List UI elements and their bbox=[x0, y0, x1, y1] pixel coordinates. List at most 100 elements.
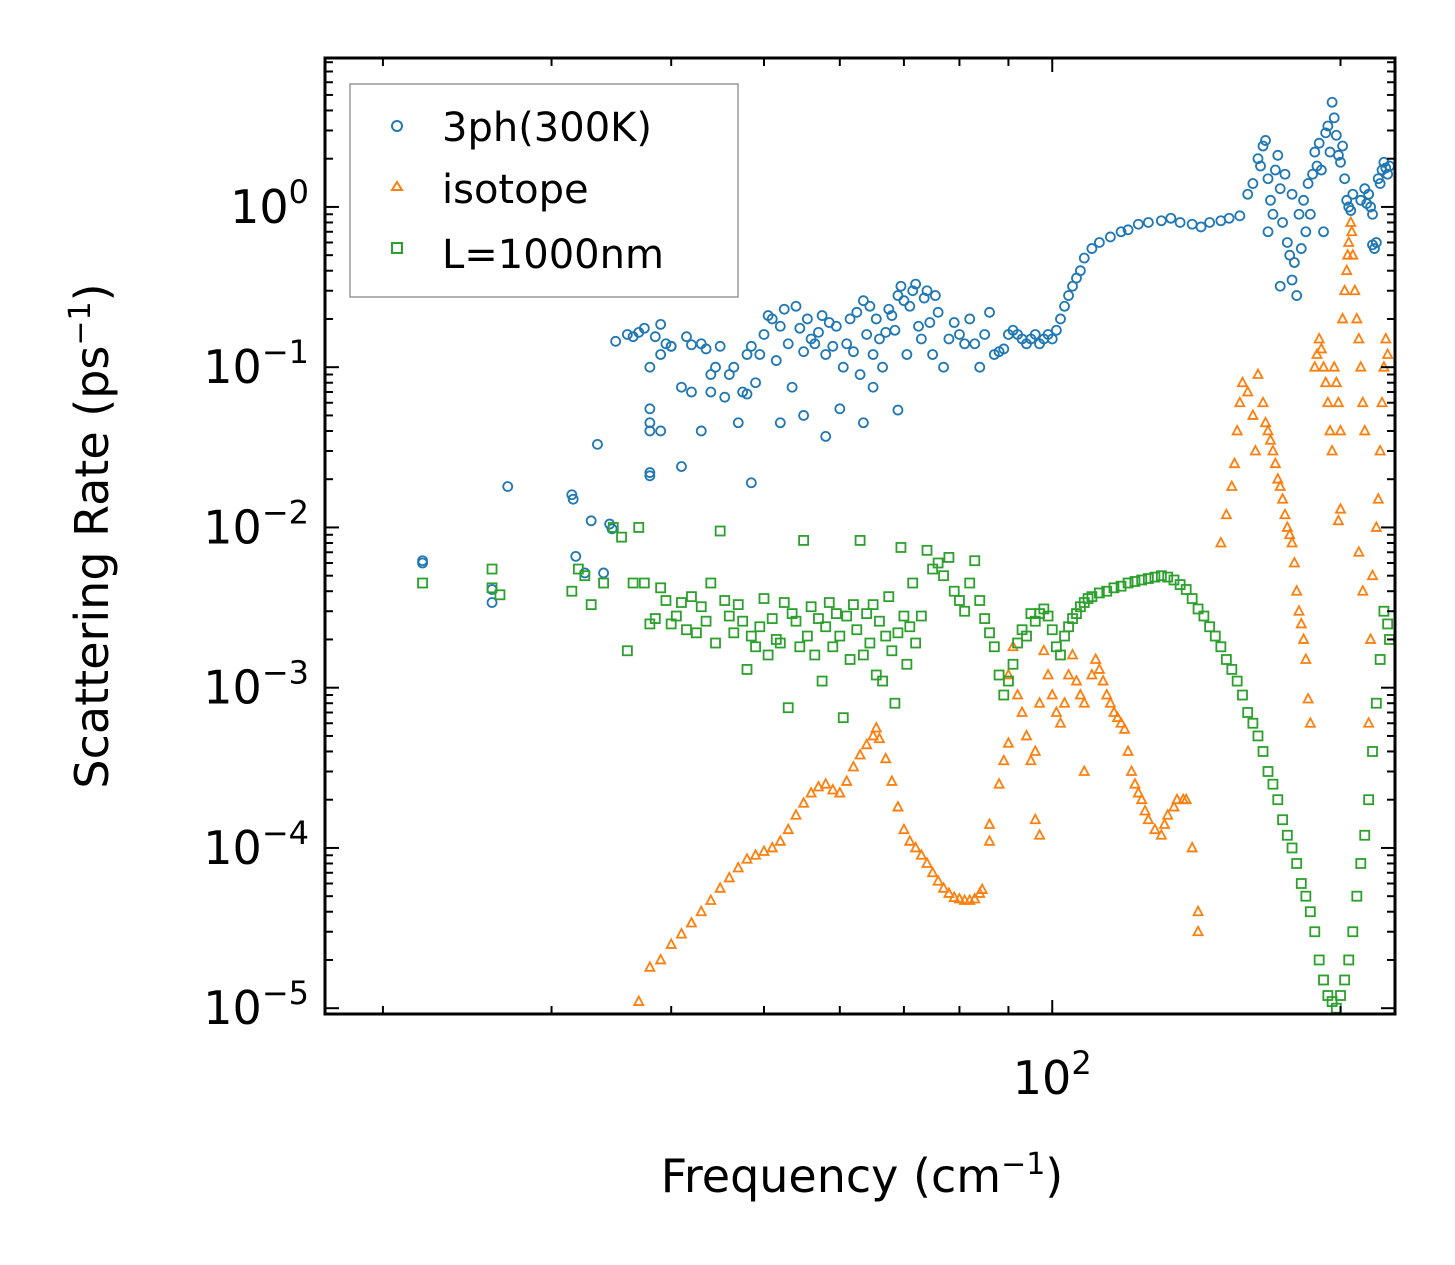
data-point-isotope bbox=[997, 753, 1010, 766]
data-point-3ph-300k bbox=[820, 349, 832, 360]
data-point-isotope bbox=[1033, 696, 1046, 708]
data-point-l-1000nm bbox=[848, 599, 859, 611]
data-point-l-1000nm bbox=[938, 570, 949, 582]
data-point-l-1000nm bbox=[954, 595, 965, 606]
data-point-l-1000nm bbox=[1003, 675, 1014, 687]
data-point-l-1000nm bbox=[1209, 630, 1221, 642]
data-point-3ph-300k bbox=[820, 430, 832, 442]
data-point-l-1000nm bbox=[607, 522, 619, 533]
data-point-isotope bbox=[1066, 648, 1079, 660]
data-point-l-1000nm bbox=[864, 637, 876, 649]
data-point-3ph-300k bbox=[969, 338, 981, 350]
data-point-l-1000nm bbox=[1149, 571, 1161, 583]
data-point-l-1000nm bbox=[794, 641, 806, 653]
data-point-isotope bbox=[847, 760, 860, 772]
data-point-3ph-300k bbox=[741, 388, 753, 400]
data-point-l-1000nm bbox=[837, 712, 849, 724]
data-point-3ph-300k bbox=[644, 425, 656, 437]
data-point-l-1000nm bbox=[1367, 746, 1378, 757]
data-point-3ph-300k bbox=[1281, 237, 1293, 248]
data-point-3ph-300k bbox=[895, 280, 907, 292]
data-point-l-1000nm bbox=[494, 589, 506, 601]
data-point-3ph-300k bbox=[924, 317, 936, 328]
data-point-l-1000nm bbox=[778, 597, 790, 608]
data-point-isotope bbox=[749, 848, 762, 860]
data-point-l-1000nm bbox=[1129, 576, 1141, 587]
data-point-isotope bbox=[685, 916, 698, 928]
data-point-isotope bbox=[766, 841, 779, 853]
data-point-l-1000nm bbox=[823, 597, 835, 608]
data-point-isotope bbox=[1264, 433, 1277, 445]
data-point-3ph-300k bbox=[700, 343, 712, 355]
data-point-3ph-300k bbox=[644, 470, 656, 482]
data-point-3ph-300k bbox=[1274, 280, 1286, 292]
data-point-3ph-300k bbox=[1165, 212, 1177, 224]
y-axis-label: Scattering Rate (ps−1) bbox=[63, 283, 119, 788]
data-point-l-1000nm bbox=[1262, 766, 1274, 777]
data-point-l-1000nm bbox=[1257, 746, 1269, 757]
data-point-isotope bbox=[1376, 395, 1389, 408]
data-point-isotope bbox=[1228, 456, 1241, 469]
data-point-l-1000nm bbox=[660, 595, 672, 606]
data-point-3ph-300k bbox=[1345, 205, 1357, 216]
data-point-isotope bbox=[1345, 224, 1358, 237]
data-point-3ph-300k bbox=[1046, 333, 1058, 345]
data-point-3ph-300k bbox=[728, 361, 740, 373]
data-point-isotope bbox=[1334, 502, 1347, 514]
data-point-isotope bbox=[789, 808, 802, 820]
data-point-isotope bbox=[632, 994, 645, 1006]
legend-label-l1000nm: L=1000nm bbox=[442, 232, 664, 278]
data-point-l-1000nm bbox=[1220, 654, 1232, 665]
data-point-l-1000nm bbox=[1304, 906, 1316, 918]
data-point-isotope bbox=[1370, 520, 1383, 532]
data-point-isotope bbox=[1340, 263, 1353, 276]
data-point-isotope bbox=[915, 848, 928, 860]
data-point-3ph-300k bbox=[1313, 137, 1325, 149]
y-tick-label: 100 bbox=[230, 173, 309, 234]
data-point-l-1000nm bbox=[1339, 974, 1351, 986]
data-point-l-1000nm bbox=[790, 615, 802, 627]
data-point-l-1000nm bbox=[1180, 584, 1192, 595]
data-point-3ph-300k bbox=[606, 523, 618, 535]
data-point-l-1000nm bbox=[857, 649, 869, 661]
data-point-l-1000nm bbox=[719, 595, 731, 606]
data-point-isotope bbox=[723, 871, 736, 883]
data-point-3ph-300k bbox=[570, 550, 582, 562]
data-point-isotope bbox=[1180, 792, 1193, 805]
data-point-l-1000nm bbox=[486, 582, 498, 594]
data-point-isotope bbox=[926, 865, 939, 878]
data-point-3ph-300k bbox=[1367, 208, 1378, 220]
data-point-3ph-300k bbox=[998, 343, 1010, 355]
data-point-isotope bbox=[942, 886, 955, 898]
data-point-l-1000nm bbox=[870, 669, 882, 681]
data-point-3ph-300k bbox=[1122, 224, 1134, 236]
data-point-isotope bbox=[1231, 424, 1244, 436]
data-point-isotope bbox=[891, 800, 904, 812]
data-point-3ph-300k bbox=[676, 381, 687, 393]
data-point-isotope bbox=[885, 774, 898, 786]
data-point-isotope bbox=[1251, 367, 1264, 379]
data-point-isotope bbox=[1161, 808, 1174, 820]
data-point-l-1000nm bbox=[1242, 707, 1254, 718]
data-point-l-1000nm bbox=[1226, 664, 1238, 675]
data-point-3ph-300k bbox=[816, 310, 828, 321]
data-point-3ph-300k bbox=[898, 295, 910, 307]
legend-marker-l1000nm bbox=[391, 242, 403, 254]
data-point-l-1000nm bbox=[1142, 573, 1154, 584]
data-point-l-1000nm bbox=[745, 630, 757, 642]
data-point-l-1000nm bbox=[1155, 570, 1167, 582]
data-point-isotope bbox=[932, 874, 945, 886]
data-point-3ph-300k bbox=[921, 285, 933, 297]
data-point-3ph-300k bbox=[705, 369, 717, 380]
data-point-l-1000nm bbox=[1370, 697, 1382, 709]
data-point-3ph-300k bbox=[1174, 217, 1186, 228]
plot-frame bbox=[323, 56, 1397, 1016]
data-point-isotope bbox=[1299, 652, 1312, 664]
data-point-isotope bbox=[1016, 705, 1029, 717]
data-point-3ph-300k bbox=[1142, 217, 1154, 228]
data-point-3ph-300k bbox=[719, 391, 731, 403]
data-point-isotope bbox=[1074, 688, 1087, 700]
legend-box bbox=[349, 83, 739, 298]
data-point-isotope bbox=[1220, 507, 1233, 520]
data-point-isotope bbox=[1011, 688, 1024, 700]
